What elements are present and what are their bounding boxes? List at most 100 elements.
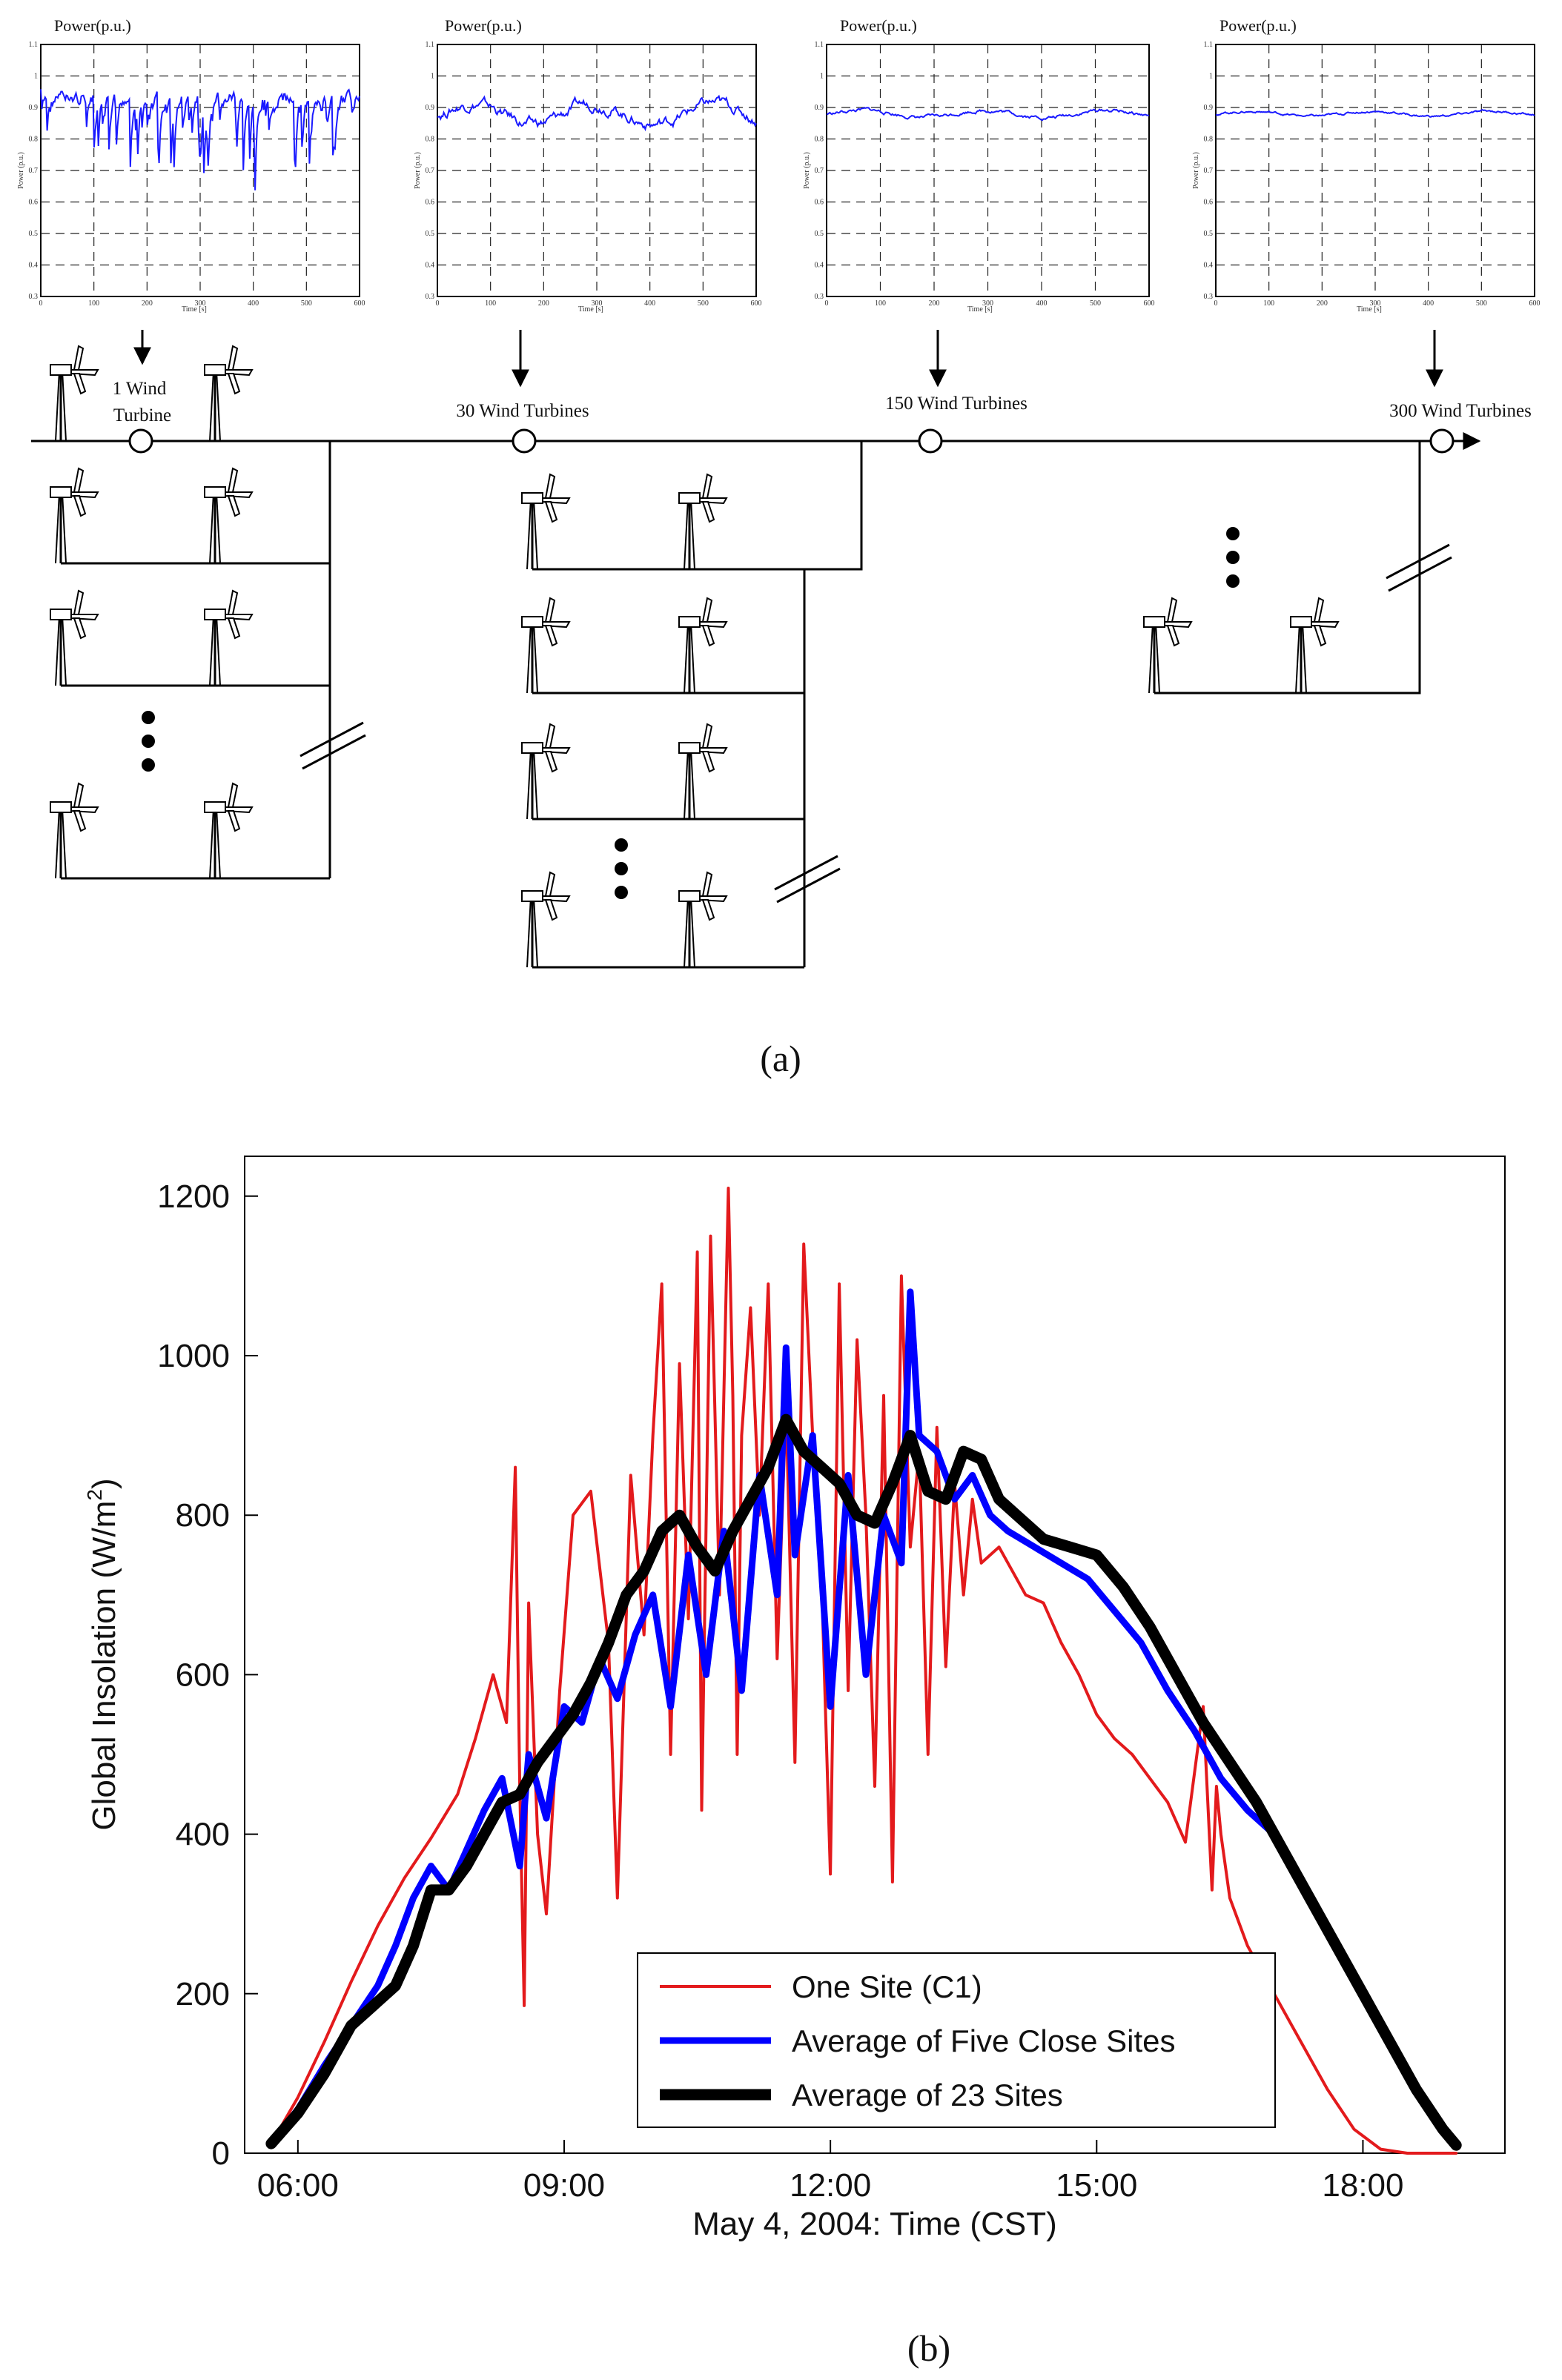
x-tick-label: 100 bbox=[88, 299, 99, 308]
y-tick-label: 0.7 bbox=[1204, 167, 1214, 175]
x-tick-label: 0 bbox=[39, 299, 43, 308]
ellipsis-dot bbox=[1226, 574, 1240, 588]
x-tick-label: 09:00 bbox=[523, 2167, 605, 2204]
bus-node bbox=[918, 428, 943, 454]
y-tick-label: 1.1 bbox=[426, 41, 435, 49]
power-series-line bbox=[1215, 108, 1535, 118]
y-tick-label: 0.8 bbox=[815, 136, 824, 144]
y-tick-label: 200 bbox=[176, 1976, 230, 2012]
power-series-line bbox=[437, 94, 757, 132]
y-tick-label: 1000 bbox=[157, 1338, 230, 1374]
y-tick-label: 0.6 bbox=[426, 199, 435, 207]
wind-turbine-icon bbox=[678, 871, 728, 969]
y-tick-label: 0.9 bbox=[815, 104, 824, 112]
x-tick-label: 400 bbox=[1036, 299, 1048, 308]
y-tick-label: 0.7 bbox=[426, 167, 435, 175]
y-tick-label: 0.6 bbox=[815, 199, 824, 207]
power-chart-300-turbines: Power(p.u.) 0.3 0.4 0.5 0.6 0.7 0.8 0.9 1 1.1 0 10… bbox=[1192, 16, 1541, 314]
wind-turbine-icon bbox=[49, 782, 99, 880]
ellipsis-dot bbox=[1226, 527, 1240, 540]
break-mark bbox=[774, 855, 838, 891]
turbine-group-3 bbox=[1142, 441, 1452, 695]
wind-turbine-icon bbox=[203, 782, 254, 880]
wind-turbine-icon bbox=[520, 597, 571, 695]
break-mark bbox=[300, 721, 364, 758]
chart-title: Power(p.u.) bbox=[1220, 16, 1297, 35]
x-axis-title: May 4, 2004: Time (CST) bbox=[692, 2206, 1056, 2242]
series-group bbox=[265, 1187, 1462, 2155]
y-tick-label: 0.3 bbox=[815, 293, 824, 301]
panel-a-caption: (a) bbox=[760, 1038, 801, 1079]
x-tick-label: 400 bbox=[248, 299, 259, 308]
y-axis: 0 200 400 600 800 1000 1200 bbox=[157, 1179, 258, 2172]
x-tick-label: 400 bbox=[644, 299, 655, 308]
x-tick-label: 600 bbox=[751, 299, 762, 308]
panel-b-insolation-chart: 0 200 400 600 800 1000 1200 06:00 09:00 12:00 15:… bbox=[83, 1156, 1506, 2369]
legend-label-one-site: One Site (C1) bbox=[792, 1969, 982, 2004]
bus-node bbox=[512, 428, 537, 454]
x-tick-label: 0 bbox=[436, 299, 440, 308]
y-tick-label: 1 bbox=[1209, 73, 1213, 81]
bus-node bbox=[1429, 428, 1455, 454]
y-tick-label: 1200 bbox=[157, 1179, 230, 1215]
y-axis-label: Power (p.u.) bbox=[17, 152, 25, 189]
y-tick-label: 0.4 bbox=[815, 262, 824, 270]
wind-turbine-icon bbox=[520, 871, 571, 969]
wind-turbine-icon bbox=[520, 473, 571, 571]
y-tick-label: 0.8 bbox=[426, 136, 435, 144]
series-23-sites-average bbox=[265, 1413, 1462, 2151]
x-tick-label: 300 bbox=[982, 299, 993, 308]
y-axis-title-superscript: 2 bbox=[83, 1489, 106, 1501]
break-mark bbox=[302, 734, 366, 770]
y-axis-label: Power (p.u.) bbox=[803, 152, 811, 189]
wind-turbine-icon bbox=[49, 345, 99, 442]
station-label-30: 30 Wind Turbines bbox=[456, 401, 589, 421]
y-tick-label: 0.9 bbox=[426, 104, 435, 112]
station-label-1b: Turbine bbox=[113, 405, 171, 425]
station-label-300: 300 Wind Turbines bbox=[1389, 401, 1532, 421]
wind-turbine-icon bbox=[203, 467, 254, 565]
y-tick-label: 0.5 bbox=[1204, 230, 1214, 238]
turbine-group-2 bbox=[520, 441, 863, 969]
x-axis-label: Time [s] bbox=[182, 305, 207, 314]
ellipsis-dot bbox=[142, 758, 155, 772]
legend-label-23-sites: Average of 23 Sites bbox=[792, 2078, 1063, 2112]
break-mark bbox=[1388, 556, 1452, 592]
wind-turbine-icon bbox=[678, 597, 728, 695]
y-axis-title: Global Insolation (W/m2) bbox=[83, 1478, 122, 1830]
turbine-group-1 bbox=[49, 345, 366, 880]
x-tick-label: 500 bbox=[301, 299, 312, 308]
ellipsis-dot bbox=[142, 735, 155, 748]
x-tick-label: 06:00 bbox=[257, 2167, 339, 2204]
y-tick-label: 0.5 bbox=[815, 230, 824, 238]
x-tick-label: 15:00 bbox=[1056, 2167, 1137, 2204]
power-chart-150-turbines: Power(p.u.) 0.3 0.4 0.5 0.6 0.7 0.8 0.9 1 1.1 0 10… bbox=[803, 16, 1155, 314]
x-axis: 06:00 09:00 12:00 15:00 18:00 bbox=[257, 2140, 1404, 2204]
y-tick-label: 0.9 bbox=[29, 104, 39, 112]
x-tick-label: 100 bbox=[875, 299, 886, 308]
x-tick-label: 300 bbox=[1370, 299, 1381, 308]
y-tick-label: 0.4 bbox=[1204, 262, 1214, 270]
y-tick-label: 0.7 bbox=[29, 167, 39, 175]
x-tick-label: 600 bbox=[354, 299, 365, 308]
x-tick-label: 18:00 bbox=[1322, 2167, 1403, 2204]
x-tick-label: 500 bbox=[1090, 299, 1101, 308]
wind-turbine-icon bbox=[520, 723, 571, 821]
x-tick-label: 12:00 bbox=[790, 2167, 871, 2204]
x-axis-label: Time [s] bbox=[967, 305, 993, 314]
y-tick-label: 0.8 bbox=[1204, 136, 1214, 144]
series-five-sites-average bbox=[268, 1288, 1460, 2149]
station-label-150: 150 Wind Turbines bbox=[885, 394, 1027, 414]
ellipsis-dot bbox=[1226, 551, 1240, 564]
x-axis-label: Time [s] bbox=[578, 305, 603, 314]
power-series-line bbox=[40, 88, 360, 190]
wind-turbine-icon bbox=[203, 345, 254, 442]
power-series-line bbox=[826, 107, 1150, 122]
y-tick-label: 0.6 bbox=[29, 199, 39, 207]
x-tick-label: 200 bbox=[929, 299, 940, 308]
y-tick-label: 0.6 bbox=[1204, 199, 1214, 207]
y-tick-label: 1.1 bbox=[1204, 41, 1214, 49]
y-tick-label: 0.3 bbox=[29, 293, 39, 301]
y-tick-label: 0 bbox=[212, 2135, 230, 2172]
